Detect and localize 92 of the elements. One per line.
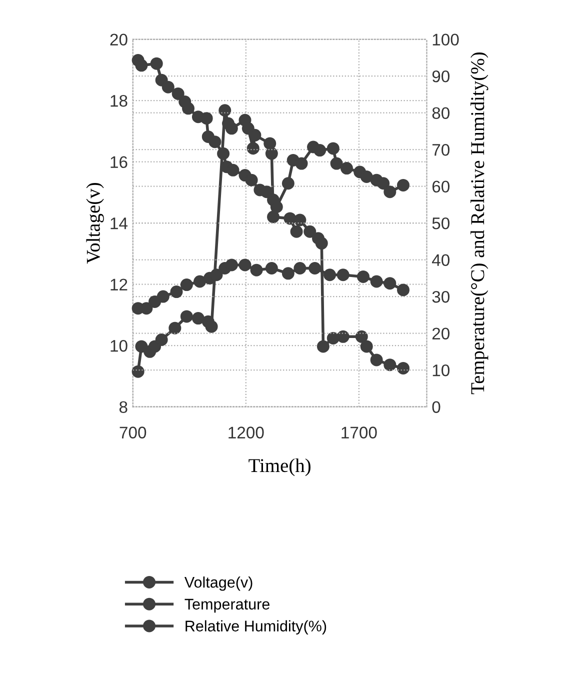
point <box>360 170 373 184</box>
point <box>246 142 260 155</box>
point <box>326 142 340 155</box>
point <box>355 330 368 343</box>
point <box>180 278 193 292</box>
legend-label: Temperature <box>184 598 270 613</box>
point <box>295 157 308 170</box>
y2-tick-label: 50 <box>432 217 450 230</box>
point <box>267 210 280 224</box>
point <box>225 258 238 272</box>
point <box>282 177 294 190</box>
y2-tick-label: 60 <box>432 180 450 193</box>
point <box>315 237 328 250</box>
y2-tick-label: 40 <box>432 254 450 266</box>
point <box>260 186 273 198</box>
point <box>172 87 184 100</box>
y2-tick-label: 10 <box>432 364 450 376</box>
point <box>226 164 240 176</box>
point <box>156 290 170 303</box>
point <box>238 258 252 272</box>
y-tick-label: 16 <box>110 156 128 168</box>
point <box>270 200 283 214</box>
point <box>148 295 162 308</box>
x-tick-label: 700 <box>120 426 146 438</box>
point <box>248 128 262 142</box>
point <box>294 262 306 275</box>
y-tick-label: 12 <box>110 278 128 290</box>
y-tick-label: 14 <box>110 218 128 230</box>
point <box>180 310 193 323</box>
point <box>200 112 213 125</box>
y2-tick-label: 30 <box>432 290 450 303</box>
point <box>336 330 350 343</box>
point <box>135 59 148 72</box>
point <box>218 104 232 117</box>
point <box>294 214 306 226</box>
point <box>314 144 326 157</box>
point <box>282 267 294 280</box>
point <box>304 225 316 238</box>
point <box>370 354 383 366</box>
y2-tick-label: 90 <box>432 70 450 82</box>
point <box>396 178 410 192</box>
point <box>360 340 373 353</box>
point <box>208 136 222 148</box>
point <box>290 225 303 238</box>
point <box>336 268 350 282</box>
point <box>377 177 390 190</box>
point <box>340 162 353 175</box>
point <box>384 186 396 198</box>
point <box>210 268 223 282</box>
y2-tick-label: 80 <box>432 107 450 120</box>
y-tick-label: 18 <box>110 94 128 107</box>
y-tick-label: 10 <box>110 340 128 352</box>
y2-tick-label: 70 <box>432 144 450 156</box>
point <box>162 80 174 94</box>
y2-tick-label: 20 <box>432 328 450 340</box>
point <box>330 157 343 170</box>
point <box>396 284 410 296</box>
x-tick-label: 1200 <box>228 426 264 438</box>
point <box>324 268 336 282</box>
point <box>264 137 276 150</box>
y-axis-title: Voltage(v) <box>86 183 104 264</box>
legend-label: Relative Humidity(%) <box>186 620 326 634</box>
y2-tick-label: 0 <box>432 401 440 414</box>
point <box>194 275 206 288</box>
point <box>370 275 383 288</box>
point <box>225 122 238 135</box>
y-tick-label: 8 <box>119 401 128 414</box>
point <box>265 147 278 160</box>
point <box>155 333 168 346</box>
point <box>132 365 144 378</box>
point <box>245 174 258 186</box>
point <box>356 270 370 283</box>
point <box>316 340 330 353</box>
point <box>308 262 322 275</box>
x-tick-label: 1700 <box>342 426 377 438</box>
point <box>150 57 163 70</box>
point <box>396 362 410 374</box>
y2-axis-title: Temperature(°C) and Relative Humidity(%) <box>470 52 488 394</box>
point <box>250 264 263 276</box>
y-tick-label: 20 <box>110 34 128 46</box>
point <box>168 322 182 334</box>
x-axis-title: Time(h) <box>248 458 310 476</box>
point <box>265 262 278 275</box>
point <box>384 358 396 372</box>
point <box>182 102 195 115</box>
point <box>217 147 230 160</box>
point <box>170 286 183 298</box>
point <box>192 312 204 325</box>
point <box>205 320 218 333</box>
point <box>384 277 396 290</box>
y2-tick-label: 100 <box>432 34 459 46</box>
legend-label: Voltage(v) <box>184 576 252 591</box>
